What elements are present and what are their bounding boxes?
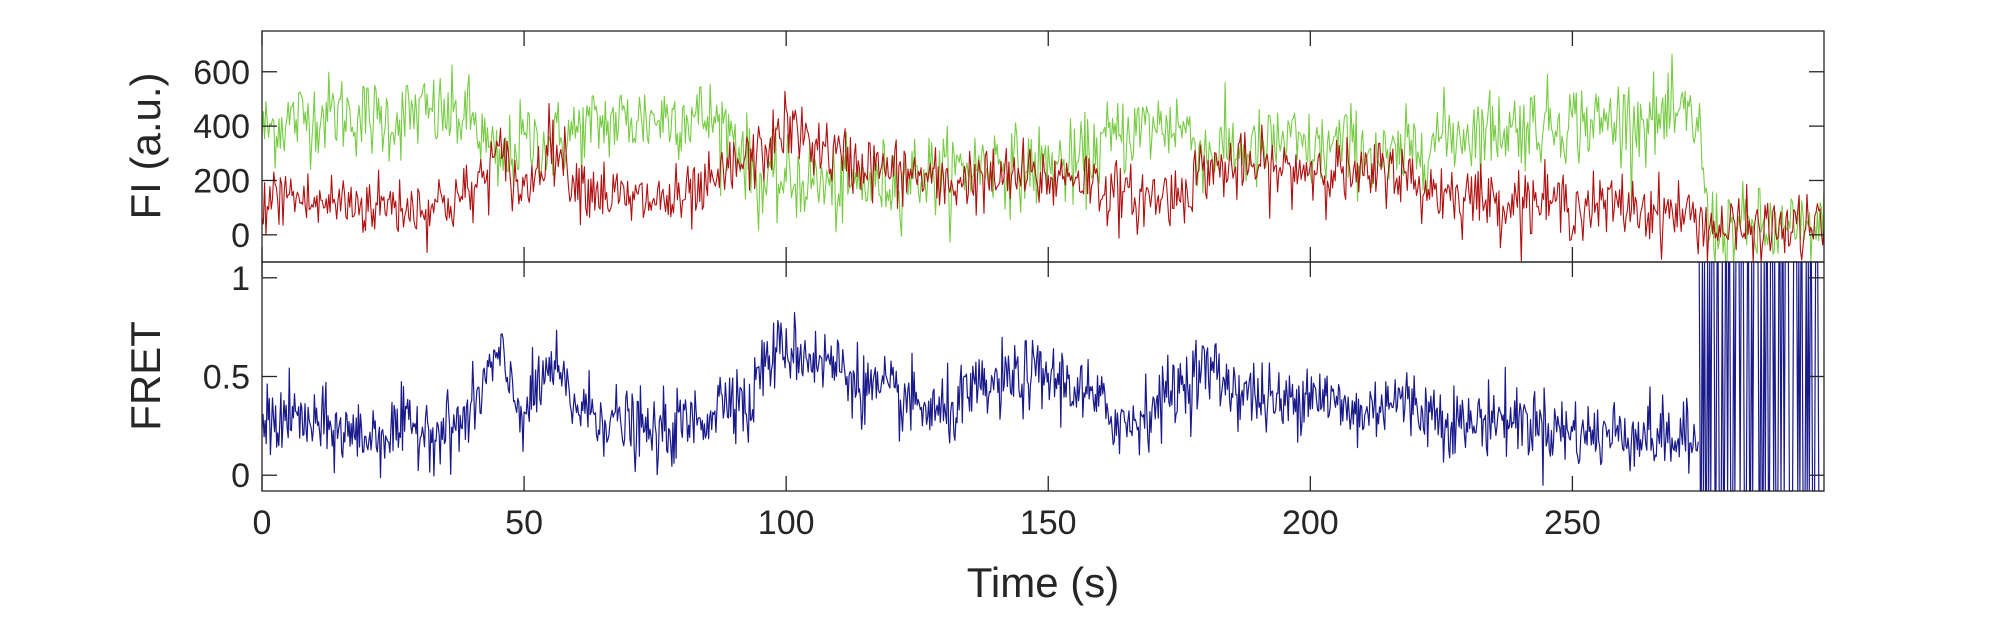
fluorescence-y-tick-label: 200 [193,162,250,200]
x-tick-label: 150 [1020,504,1077,542]
x-tick-label: 250 [1544,504,1601,542]
fret-ticks: 0 50 100 150 200 250 0 0.5 1 [203,260,1824,542]
fluorescence-traces [261,53,1825,263]
fluorescence-y-tick-label: 600 [193,54,250,92]
x-tick-label: 100 [758,504,815,542]
fluorescence-ticks: 0 200 400 600 [193,31,1824,262]
fret-y-tick-label: 0 [231,457,250,495]
x-tick-label: 0 [253,504,272,542]
series-line-1 [261,90,1825,263]
series-line-0 [261,312,1699,486]
fret-y-tick-label: 0.5 [203,359,250,397]
x-axis-label: Time (s) [967,559,1119,606]
fret-panel: 0 50 100 150 200 250 0 0.5 1 FRET Time (s) [122,260,1825,606]
fret-y-axis-label: FRET [122,321,169,431]
fluorescence-y-axis-label: FI (a.u.) [122,72,169,219]
fret-y-tick-label: 1 [231,260,250,298]
x-tick-label: 200 [1282,504,1339,542]
fluorescence-y-tick-label: 400 [193,108,250,146]
fluorescence-panel: 0 200 400 600 FI (a.u.) [122,30,1825,263]
fluorescence-y-tick-label: 0 [231,217,250,255]
x-tick-label: 50 [505,504,543,542]
